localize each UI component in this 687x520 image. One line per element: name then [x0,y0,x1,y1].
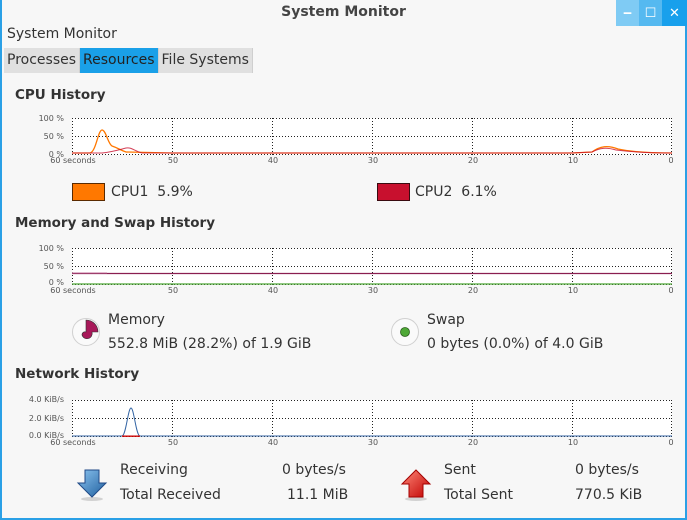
network-history-title: Network History [15,366,140,382]
mem-y-tick-100: 100 % [38,244,64,253]
network-history-chart: 4.0 KiB/s 2.0 KiB/s 0.0 KiB/s 60 seconds… [2,394,685,456]
cpu-x-tick-40: 40 [267,156,279,165]
mem-x-tick-30: 30 [367,286,379,295]
memory-pie-icon[interactable] [71,317,101,347]
cpu-x-tick-20: 20 [467,156,479,165]
net-x-tick-40: 40 [267,438,279,447]
cpu-x-tick-30: 30 [367,156,379,165]
memory-label: Memory [108,312,165,328]
mem-y-tick-0: 0 % [48,278,64,287]
net-y-tick-0: 0.0 KiB/s [28,431,64,440]
total-received-label: Total Received [120,487,221,503]
memory-history-chart: 100 % 50 % 0 % 60 seconds 50 40 30 20 10… [2,243,685,305]
tab-resources[interactable]: Resources [80,48,159,73]
maximize-button[interactable]: ☐ [639,0,662,26]
net-x-tick-60: 60 seconds [50,438,96,447]
cpu-x-tick-10: 10 [567,156,579,165]
tab-file-systems[interactable]: File Systems [158,48,253,73]
mem-x-tick-0: 0 [668,286,674,295]
cpu-x-tick-50: 50 [167,156,179,165]
cpu2-color-swatch[interactable] [377,183,410,201]
memory-history-title: Memory and Swap History [15,215,215,231]
net-x-tick-20: 20 [467,438,479,447]
receiving-label: Receiving [120,462,188,478]
mem-x-tick-40: 40 [267,286,279,295]
cpu-graph [72,118,673,155]
total-sent-label: Total Sent [444,487,514,503]
memory-graph [72,248,672,285]
net-x-tick-10: 10 [567,438,579,447]
sent-label: Sent [444,462,476,478]
receiving-arrow-down-icon[interactable] [76,468,108,502]
net-x-tick-50: 50 [167,438,179,447]
net-y-tick-2: 2.0 KiB/s [28,414,64,423]
network-plot-area [72,400,672,437]
cpu-y-tick-50: 50 % [43,132,64,141]
net-x-tick-30: 30 [367,438,379,447]
swap-value: 0 bytes (0.0%) of 4.0 GiB [427,336,604,352]
close-button[interactable]: ✕ [662,0,687,26]
cpu-x-tick-60: 60 seconds [50,156,96,165]
mem-y-tick-50: 50 % [43,262,64,271]
cpu-x-tick-0: 0 [668,156,674,165]
cpu-plot-area [72,118,673,155]
title-bar[interactable]: System Monitor ‒ ☐ ✕ [2,0,687,26]
net-y-tick-4: 4.0 KiB/s [28,395,64,404]
receiving-value: 0 bytes/s [282,462,346,478]
minimize-icon: ‒ [622,5,633,21]
total-received-value: 11.1 MiB [287,487,349,503]
maximize-icon: ☐ [644,5,657,21]
cpu1-legend: CPU1 5.9% [111,184,193,200]
cpu1-color-swatch[interactable] [72,183,105,201]
total-sent-value: 770.5 KiB [575,487,643,503]
tab-processes[interactable]: Processes [4,48,81,73]
swap-label: Swap [427,312,465,328]
net-x-tick-0: 0 [668,438,674,447]
sent-value: 0 bytes/s [575,462,639,478]
minimize-button[interactable]: ‒ [616,0,639,26]
mem-x-tick-20: 20 [467,286,479,295]
tab-bar: Processes Resources File Systems [4,48,253,73]
cpu-y-tick-100: 100 % [38,114,64,123]
sent-arrow-up-icon[interactable] [400,468,432,502]
memory-value: 552.8 MiB (28.2%) of 1.9 GiB [108,336,312,352]
mem-x-tick-50: 50 [167,286,179,295]
swap-pie-icon[interactable] [390,317,420,347]
cpu-history-title: CPU History [15,87,106,103]
cpu2-label: CPU2 [415,184,453,200]
cpu-y-tick-0: 0 % [48,150,64,159]
mem-x-tick-60: 60 seconds [50,286,96,295]
cpu2-value: 6.1% [461,184,497,200]
cpu1-label: CPU1 [111,184,149,200]
network-graph [72,400,672,437]
cpu-history-chart: 100 % 50 % 0 % 60 seconds 50 40 30 20 10… [2,112,685,174]
memory-plot-area [72,248,672,285]
close-icon: ✕ [669,5,680,21]
cpu2-legend: CPU2 6.1% [415,184,497,200]
menubar-app-title[interactable]: System Monitor [7,26,117,42]
window-title: System Monitor [281,4,406,20]
mem-x-tick-10: 10 [567,286,579,295]
cpu1-value: 5.9% [157,184,193,200]
